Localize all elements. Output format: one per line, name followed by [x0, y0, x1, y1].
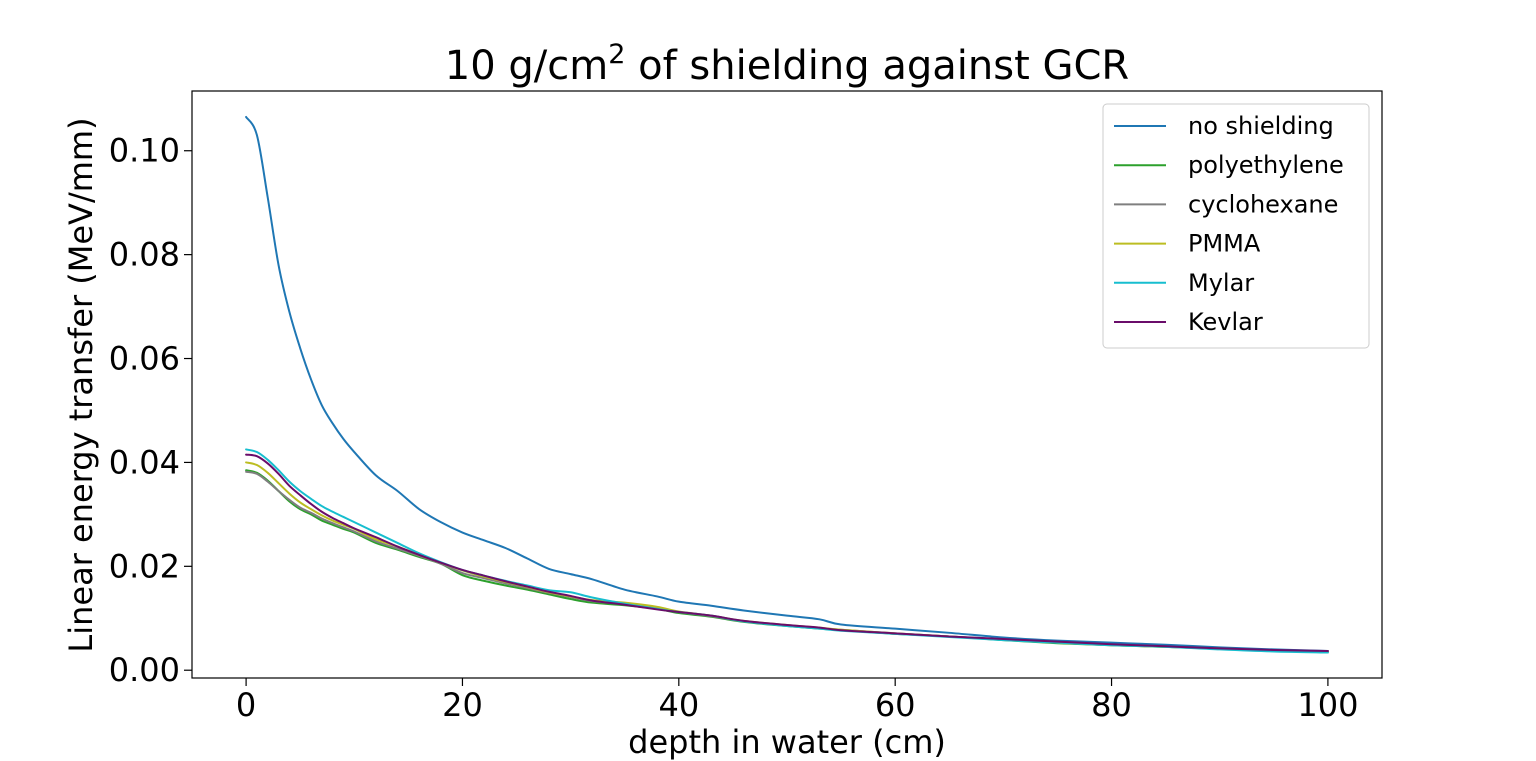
x-tick-label-0: 0 [236, 686, 256, 724]
y-axis-label: Linear energy transfer (MeV/mm) [62, 117, 100, 652]
y-tick-label-3: 0.06 [109, 340, 180, 378]
x-tick-label-4: 80 [1091, 686, 1132, 724]
y-axis: 0.00 0.02 0.04 0.06 0.08 0.10 [109, 132, 192, 689]
legend-label-4: Mylar [1188, 269, 1254, 297]
x-tick-label-2: 40 [658, 686, 699, 724]
legend-label-5: Kevlar [1188, 308, 1263, 336]
series-line-5 [245, 453, 1329, 652]
y-tick-label-4: 0.08 [109, 236, 180, 274]
legend-box [1102, 103, 1370, 349]
legend-label-3: PMMA [1188, 230, 1261, 258]
x-tick-label-5: 100 [1297, 686, 1358, 724]
plot-frame [191, 90, 1383, 679]
y-tick-label-2: 0.04 [109, 443, 180, 481]
legend-label-2: cyclohexane [1188, 190, 1338, 218]
plot-lines [245, 115, 1329, 654]
chart-title: 10 g/cm2 of shielding against GCR [445, 39, 1129, 89]
legend: no shielding polyethylene cyclohexane PMMA M… [1102, 103, 1370, 349]
y-tick-label-1: 0.02 [109, 547, 180, 585]
chart-title-suffix: of shielding against GCR [625, 43, 1129, 89]
legend-entries: no shielding polyethylene cyclohexane PMMA M… [1114, 112, 1344, 336]
series-line-0 [245, 115, 1329, 652]
y-tick-label-5: 0.10 [109, 132, 180, 170]
legend-label-1: polyethylene [1188, 151, 1344, 179]
chart-title-main: 10 g/cm [445, 43, 608, 89]
chart-title-superscript: 2 [608, 39, 625, 70]
x-tick-label-1: 20 [442, 686, 483, 724]
y-tick-label-0: 0.00 [109, 651, 180, 689]
x-axis: 0 20 40 60 80 100 [236, 678, 1358, 724]
legend-label-0: no shielding [1188, 112, 1334, 140]
x-tick-label-3: 60 [875, 686, 916, 724]
x-axis-label: depth in water (cm) [628, 723, 946, 761]
